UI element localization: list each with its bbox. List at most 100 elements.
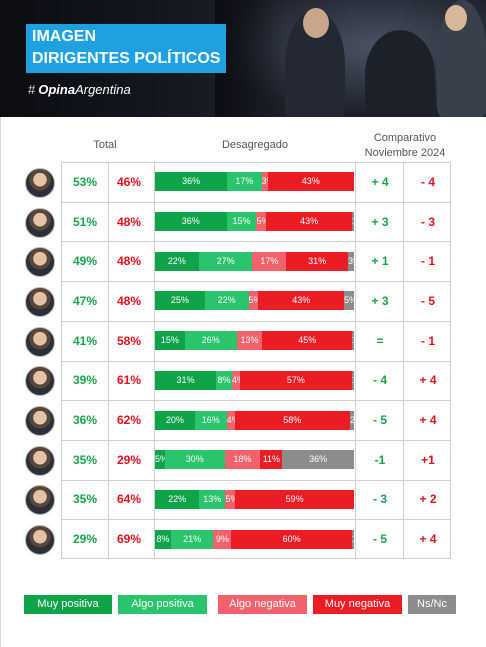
bar-segment-muy-negativa: 31% bbox=[286, 251, 348, 271]
bar-segment-algo-negativa: 3% bbox=[261, 172, 268, 192]
grid-row-line bbox=[61, 281, 451, 283]
compare-positive: - 5 bbox=[372, 532, 387, 547]
total-positive: 53% bbox=[72, 174, 98, 189]
title-line2: DIRIGENTES POLÍTICOS bbox=[32, 50, 221, 67]
bar-segment-algo-negativa: 4% bbox=[231, 370, 240, 390]
bar-segment-algo-negativa: 5% bbox=[225, 489, 236, 509]
bar-segment-ns-nc: 5% bbox=[344, 291, 354, 311]
grid-row-line bbox=[61, 400, 451, 402]
bar-segment-algo-negativa: 18% bbox=[224, 450, 261, 470]
compare-negative: + 4 bbox=[419, 532, 437, 547]
bar-segment-algo-positiva: 13% bbox=[199, 489, 226, 509]
total-negative: 48% bbox=[116, 214, 142, 229]
compare-positive: = bbox=[376, 333, 384, 348]
bar-segment-algo-positiva: 15% bbox=[226, 212, 257, 232]
legend-item-algo-negativa: Algo negativa bbox=[218, 595, 307, 614]
brand-bold: Opina bbox=[38, 82, 76, 97]
bar-segment-algo-positiva: 27% bbox=[198, 251, 253, 271]
stacked-bar: 31%8%4%57%1% bbox=[155, 370, 354, 390]
bar-segment-muy-negativa: 59% bbox=[235, 489, 354, 509]
grid-row-line bbox=[61, 360, 451, 362]
grid-row-line bbox=[61, 201, 451, 203]
compare-negative: - 1 bbox=[420, 333, 435, 348]
total-positive: 36% bbox=[72, 413, 98, 428]
avatar bbox=[25, 525, 55, 556]
bar-segment-muy-negativa: 11% bbox=[260, 450, 283, 470]
compare-header-line2: Noviembre 2024 bbox=[364, 147, 446, 159]
column-breakdown-header: Desagregado bbox=[221, 139, 289, 151]
total-negative: 46% bbox=[116, 174, 142, 189]
avatar bbox=[25, 485, 55, 516]
bar-segment-muy-positiva: 22% bbox=[155, 251, 199, 271]
avatar bbox=[25, 406, 55, 437]
stacked-bar: 8%21%9%60%1% bbox=[155, 529, 354, 549]
bar-segment-algo-positiva: 21% bbox=[171, 529, 214, 549]
grid-row-line bbox=[61, 439, 451, 441]
bar-segment-algo-negativa: 13% bbox=[236, 331, 263, 351]
total-negative: 64% bbox=[116, 492, 142, 507]
avatar bbox=[25, 207, 55, 238]
bar-segment-muy-positiva: 31% bbox=[155, 370, 217, 390]
total-negative: 48% bbox=[116, 254, 142, 269]
compare-positive: + 1 bbox=[371, 254, 389, 269]
bar-segment-muy-positiva: 8% bbox=[155, 529, 172, 549]
total-positive: 41% bbox=[72, 333, 98, 348]
brand-logo: # OpinaArgentina bbox=[28, 82, 131, 97]
stacked-bar: 5%30%18%11%36% bbox=[155, 450, 354, 470]
compare-positive: - 5 bbox=[372, 413, 387, 428]
legend-item-muy-positiva: Muy positiva bbox=[24, 595, 112, 614]
compare-positive: - 4 bbox=[372, 373, 387, 388]
legend-item-algo-positiva: Algo positiva bbox=[118, 595, 207, 614]
stacked-bar: 20%16%4%58%2% bbox=[155, 410, 354, 430]
avatar bbox=[25, 286, 55, 317]
compare-positive: + 4 bbox=[371, 174, 389, 189]
total-positive: 35% bbox=[72, 452, 98, 467]
bar-segment-algo-negativa: 9% bbox=[213, 529, 232, 549]
grid-row-line bbox=[61, 519, 451, 521]
bar-segment-muy-negativa: 60% bbox=[231, 529, 352, 549]
bar-segment-muy-positiva: 5% bbox=[155, 450, 165, 470]
compare-positive: - 3 bbox=[372, 492, 387, 507]
bar-segment-muy-negativa: 57% bbox=[239, 370, 352, 390]
compare-negative: - 1 bbox=[420, 254, 435, 269]
compare-negative: - 5 bbox=[420, 293, 435, 308]
bar-segment-algo-positiva: 17% bbox=[227, 172, 262, 192]
bar-segment-ns-nc: 1% bbox=[352, 370, 354, 390]
grid-row-line bbox=[61, 320, 451, 322]
bar-segment-muy-positiva: 15% bbox=[155, 331, 185, 351]
total-positive: 35% bbox=[72, 492, 98, 507]
total-positive: 51% bbox=[72, 214, 98, 229]
bar-segment-algo-negativa: 5% bbox=[256, 212, 267, 232]
grid-row-line bbox=[61, 479, 451, 481]
bar-segment-algo-positiva: 16% bbox=[194, 410, 227, 430]
bar-segment-muy-negativa: 45% bbox=[262, 331, 352, 351]
column-compare-header: Comparativo Noviembre 2024 bbox=[355, 131, 455, 161]
stacked-bar: 36%17%3%43%0% bbox=[155, 172, 354, 192]
bar-segment-muy-positiva: 36% bbox=[155, 212, 227, 232]
bar-segment-algo-positiva: 30% bbox=[164, 450, 225, 470]
bar-segment-ns-nc: 3% bbox=[348, 251, 354, 271]
compare-positive: + 3 bbox=[371, 214, 389, 229]
avatar bbox=[25, 167, 55, 198]
total-positive: 39% bbox=[72, 373, 98, 388]
total-positive: 49% bbox=[72, 254, 98, 269]
compare-negative: - 3 bbox=[420, 214, 435, 229]
title-box: IMAGEN DIRIGENTES POLÍTICOS bbox=[26, 24, 227, 73]
total-negative: 29% bbox=[116, 452, 142, 467]
total-negative: 48% bbox=[116, 293, 142, 308]
bar-segment-muy-negativa: 43% bbox=[266, 212, 352, 232]
bar-segment-algo-negativa: 4% bbox=[226, 410, 235, 430]
bar-segment-muy-positiva: 22% bbox=[155, 489, 200, 509]
bar-segment-muy-negativa: 43% bbox=[258, 291, 345, 311]
header-photo bbox=[215, 0, 486, 117]
compare-negative: + 4 bbox=[419, 413, 437, 428]
avatar bbox=[25, 445, 55, 476]
hash-icon: # bbox=[28, 82, 36, 97]
total-negative: 58% bbox=[116, 333, 142, 348]
avatar bbox=[25, 326, 55, 357]
compare-positive: -1 bbox=[374, 452, 386, 467]
stacked-bar: 22%13%5%59%0% bbox=[155, 489, 354, 509]
total-negative: 61% bbox=[116, 373, 142, 388]
total-positive: 47% bbox=[72, 293, 98, 308]
bar-segment-ns-nc: 1% bbox=[351, 529, 354, 549]
